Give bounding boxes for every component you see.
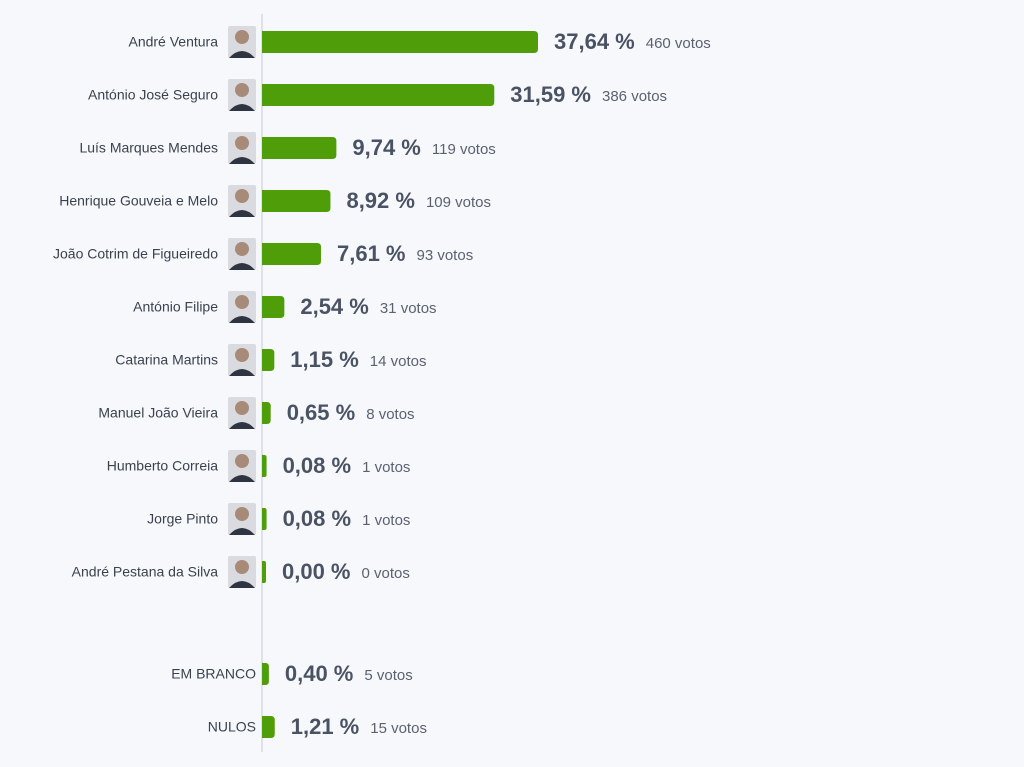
value-label: 2,54 % [300, 294, 369, 319]
candidate-photo-head [235, 560, 249, 574]
candidate-photo-head [235, 401, 249, 415]
bar [262, 663, 269, 685]
bar [262, 84, 495, 106]
category-label: António Filipe [133, 299, 218, 315]
candidate-photo-head [235, 454, 249, 468]
candidate-photo-head [235, 242, 249, 256]
value-label: 0,08 % [283, 506, 352, 531]
bar [262, 508, 267, 530]
category-label: Henrique Gouveia e Melo [59, 193, 218, 209]
category-label: EM BRANCO [171, 666, 256, 682]
category-label: NULOS [208, 719, 256, 735]
candidate-photo-body [229, 51, 255, 58]
vote-label: 460 votos [646, 35, 711, 52]
candidate-photo-body [229, 369, 255, 376]
category-label: Luís Marques Mendes [79, 140, 218, 156]
vote-label: 386 votos [602, 88, 667, 105]
value-label: 31,59 % [510, 82, 591, 107]
vote-label: 0 votos [362, 565, 410, 582]
value-label: 0,40 % [285, 661, 354, 686]
bar [262, 296, 285, 318]
candidate-photo-body [229, 104, 255, 111]
bar [262, 716, 275, 738]
candidate-photo-head [235, 507, 249, 521]
vote-label: 5 votos [364, 667, 412, 684]
vote-label: 15 votos [370, 720, 427, 737]
candidate-photo-head [235, 83, 249, 97]
bar [262, 455, 267, 477]
value-label: 1,21 % [291, 714, 360, 739]
vote-label: 1 votos [362, 459, 410, 476]
vote-label: 109 votos [426, 194, 491, 211]
value-label: 0,65 % [287, 400, 356, 425]
bar [262, 243, 321, 265]
category-label: Catarina Martins [115, 352, 218, 368]
value-label: 0,08 % [283, 453, 352, 478]
candidate-photo-head [235, 189, 249, 203]
value-label: 1,15 % [290, 347, 359, 372]
vote-label: 14 votos [370, 353, 427, 370]
candidate-photo-head [235, 136, 249, 150]
value-label: 7,61 % [337, 241, 406, 266]
vote-label: 1 votos [362, 512, 410, 529]
bar [262, 561, 266, 583]
candidate-photo-body [229, 422, 255, 429]
category-label: António José Seguro [88, 87, 218, 103]
candidate-photo-body [229, 316, 255, 323]
bar [262, 31, 538, 53]
category-label: André Pestana da Silva [72, 564, 219, 580]
category-label: João Cotrim de Figueiredo [53, 246, 218, 262]
category-label: Humberto Correia [107, 458, 218, 474]
value-label: 9,74 % [352, 135, 421, 160]
candidate-photo-body [229, 581, 255, 588]
category-label: Jorge Pinto [147, 511, 218, 527]
vote-label: 119 votos [432, 141, 496, 158]
candidate-photo-head [235, 30, 249, 44]
value-label: 8,92 % [346, 188, 415, 213]
candidate-photo-body [229, 157, 255, 164]
candidate-photo-body [229, 475, 255, 482]
category-label: André Ventura [128, 34, 218, 50]
vote-label: 93 votos [416, 247, 473, 264]
value-label: 37,64 % [554, 29, 635, 54]
candidate-photo-head [235, 295, 249, 309]
category-label: Manuel João Vieira [98, 405, 218, 421]
candidate-photo-head [235, 348, 249, 362]
bar [262, 402, 271, 424]
vote-label: 31 votos [380, 300, 437, 317]
value-label: 0,00 % [282, 559, 351, 584]
bar [262, 137, 337, 159]
candidate-photo-body [229, 263, 255, 270]
bar [262, 190, 331, 212]
candidate-photo-body [229, 210, 255, 217]
candidate-photo-body [229, 528, 255, 535]
vote-label: 8 votos [366, 406, 414, 423]
bar [262, 349, 275, 371]
